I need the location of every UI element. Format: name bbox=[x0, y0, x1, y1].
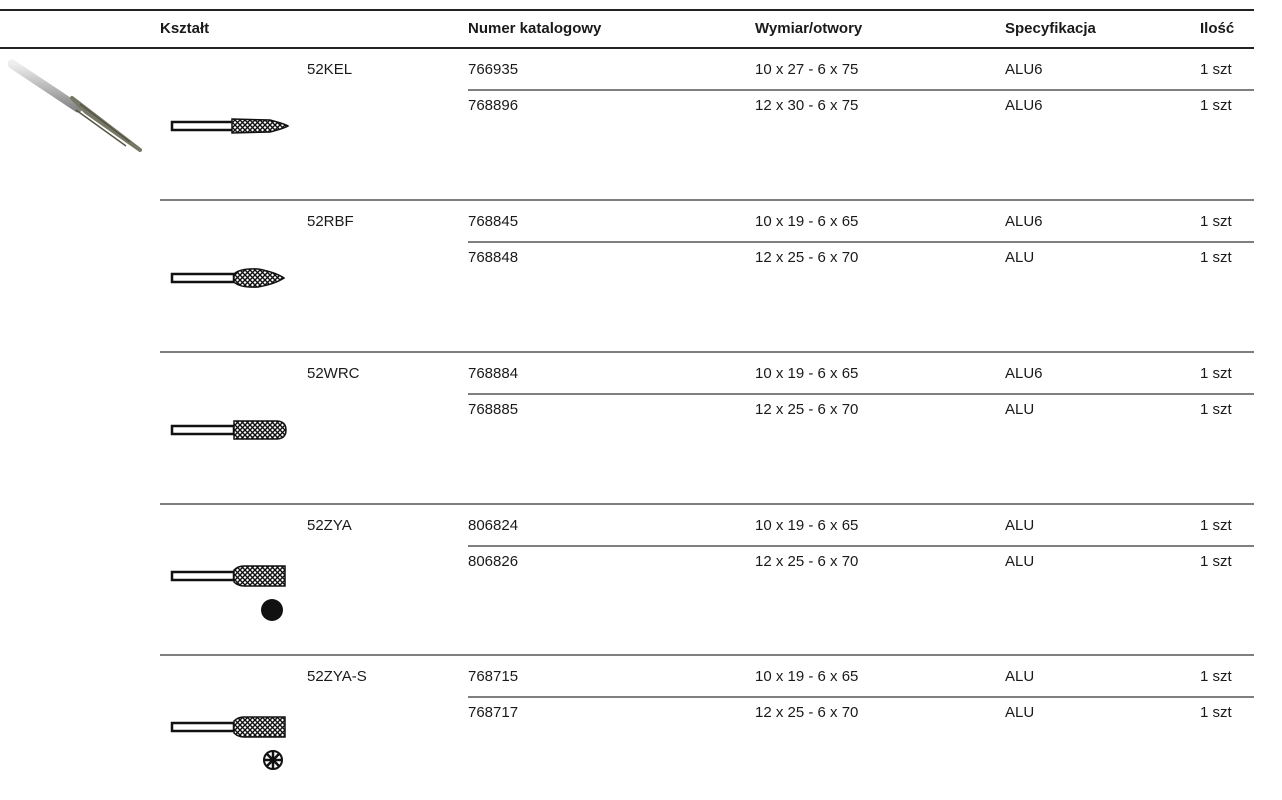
cell: 10 x 19 - 6 x 65 bbox=[755, 517, 858, 534]
shape-code: 52ZYA bbox=[307, 517, 352, 534]
column-header: Specyfikacja bbox=[1005, 20, 1097, 37]
cell: 1 szt bbox=[1200, 249, 1233, 266]
cell: 1 szt bbox=[1200, 553, 1233, 570]
cell: 1 szt bbox=[1200, 365, 1233, 382]
shape-icon bbox=[170, 420, 287, 440]
cell: 768896 bbox=[468, 97, 518, 114]
cell: 768845 bbox=[468, 213, 518, 230]
column-header: Wymiar/otwory bbox=[755, 20, 863, 37]
cell: 768885 bbox=[468, 401, 518, 418]
cell: 1 szt bbox=[1200, 213, 1233, 230]
shank bbox=[170, 570, 236, 582]
cell: 10 x 27 - 6 x 75 bbox=[755, 61, 858, 78]
cell: 12 x 30 - 6 x 75 bbox=[755, 97, 858, 114]
cutting-head bbox=[233, 268, 286, 288]
shape-code: 52WRC bbox=[307, 365, 360, 382]
cell: ALU6 bbox=[1005, 365, 1043, 382]
cell: 1 szt bbox=[1200, 401, 1233, 418]
cell: 768848 bbox=[468, 249, 518, 266]
shape-icon bbox=[170, 268, 286, 288]
cell: ALU6 bbox=[1005, 97, 1043, 114]
cell: 1 szt bbox=[1200, 61, 1233, 78]
shape-icon bbox=[170, 118, 290, 134]
column-header: Kształt bbox=[160, 20, 209, 37]
product-photo bbox=[7, 59, 142, 152]
cell: ALU bbox=[1005, 553, 1034, 570]
cell: 12 x 25 - 6 x 70 bbox=[755, 704, 858, 721]
cutting-head bbox=[233, 565, 286, 587]
shape-code: 52ZYA-S bbox=[307, 668, 367, 685]
cell: 768884 bbox=[468, 365, 518, 382]
cutting-head bbox=[233, 716, 286, 738]
cell: 12 x 25 - 6 x 70 bbox=[755, 249, 858, 266]
column-header: Numer katalogowy bbox=[468, 20, 602, 37]
cell: ALU bbox=[1005, 401, 1034, 418]
shape-code: 52KEL bbox=[307, 61, 352, 78]
cell: 1 szt bbox=[1200, 97, 1233, 114]
cell: ALU6 bbox=[1005, 61, 1043, 78]
shank bbox=[170, 272, 236, 284]
cell: ALU bbox=[1005, 249, 1034, 266]
cutting-head bbox=[233, 420, 287, 440]
shank bbox=[170, 721, 236, 733]
end-view bbox=[261, 599, 283, 621]
cell: 806824 bbox=[468, 517, 518, 534]
column-header: Ilość bbox=[1200, 20, 1234, 37]
cell: 12 x 25 - 6 x 70 bbox=[755, 553, 858, 570]
shape-icon bbox=[170, 565, 286, 621]
shape-icon bbox=[170, 716, 286, 770]
shape-code: 52RBF bbox=[307, 213, 354, 230]
cell: 10 x 19 - 6 x 65 bbox=[755, 365, 858, 382]
cell: 1 szt bbox=[1200, 704, 1233, 721]
shank bbox=[170, 424, 236, 436]
cell: ALU bbox=[1005, 704, 1034, 721]
cell: 1 szt bbox=[1200, 668, 1233, 685]
cell: 768715 bbox=[468, 668, 518, 685]
cell: 1 szt bbox=[1200, 517, 1233, 534]
cell: 766935 bbox=[468, 61, 518, 78]
end-view-tooth bbox=[272, 752, 281, 761]
cell: 806826 bbox=[468, 553, 518, 570]
cell: 12 x 25 - 6 x 70 bbox=[755, 401, 858, 418]
cell: ALU bbox=[1005, 517, 1034, 534]
shank bbox=[170, 120, 236, 132]
cell: 10 x 19 - 6 x 65 bbox=[755, 668, 858, 685]
cell: 768717 bbox=[468, 704, 518, 721]
cutting-head bbox=[231, 118, 290, 134]
cell: ALU bbox=[1005, 668, 1034, 685]
cell: 10 x 19 - 6 x 65 bbox=[755, 213, 858, 230]
cell: ALU6 bbox=[1005, 213, 1043, 230]
